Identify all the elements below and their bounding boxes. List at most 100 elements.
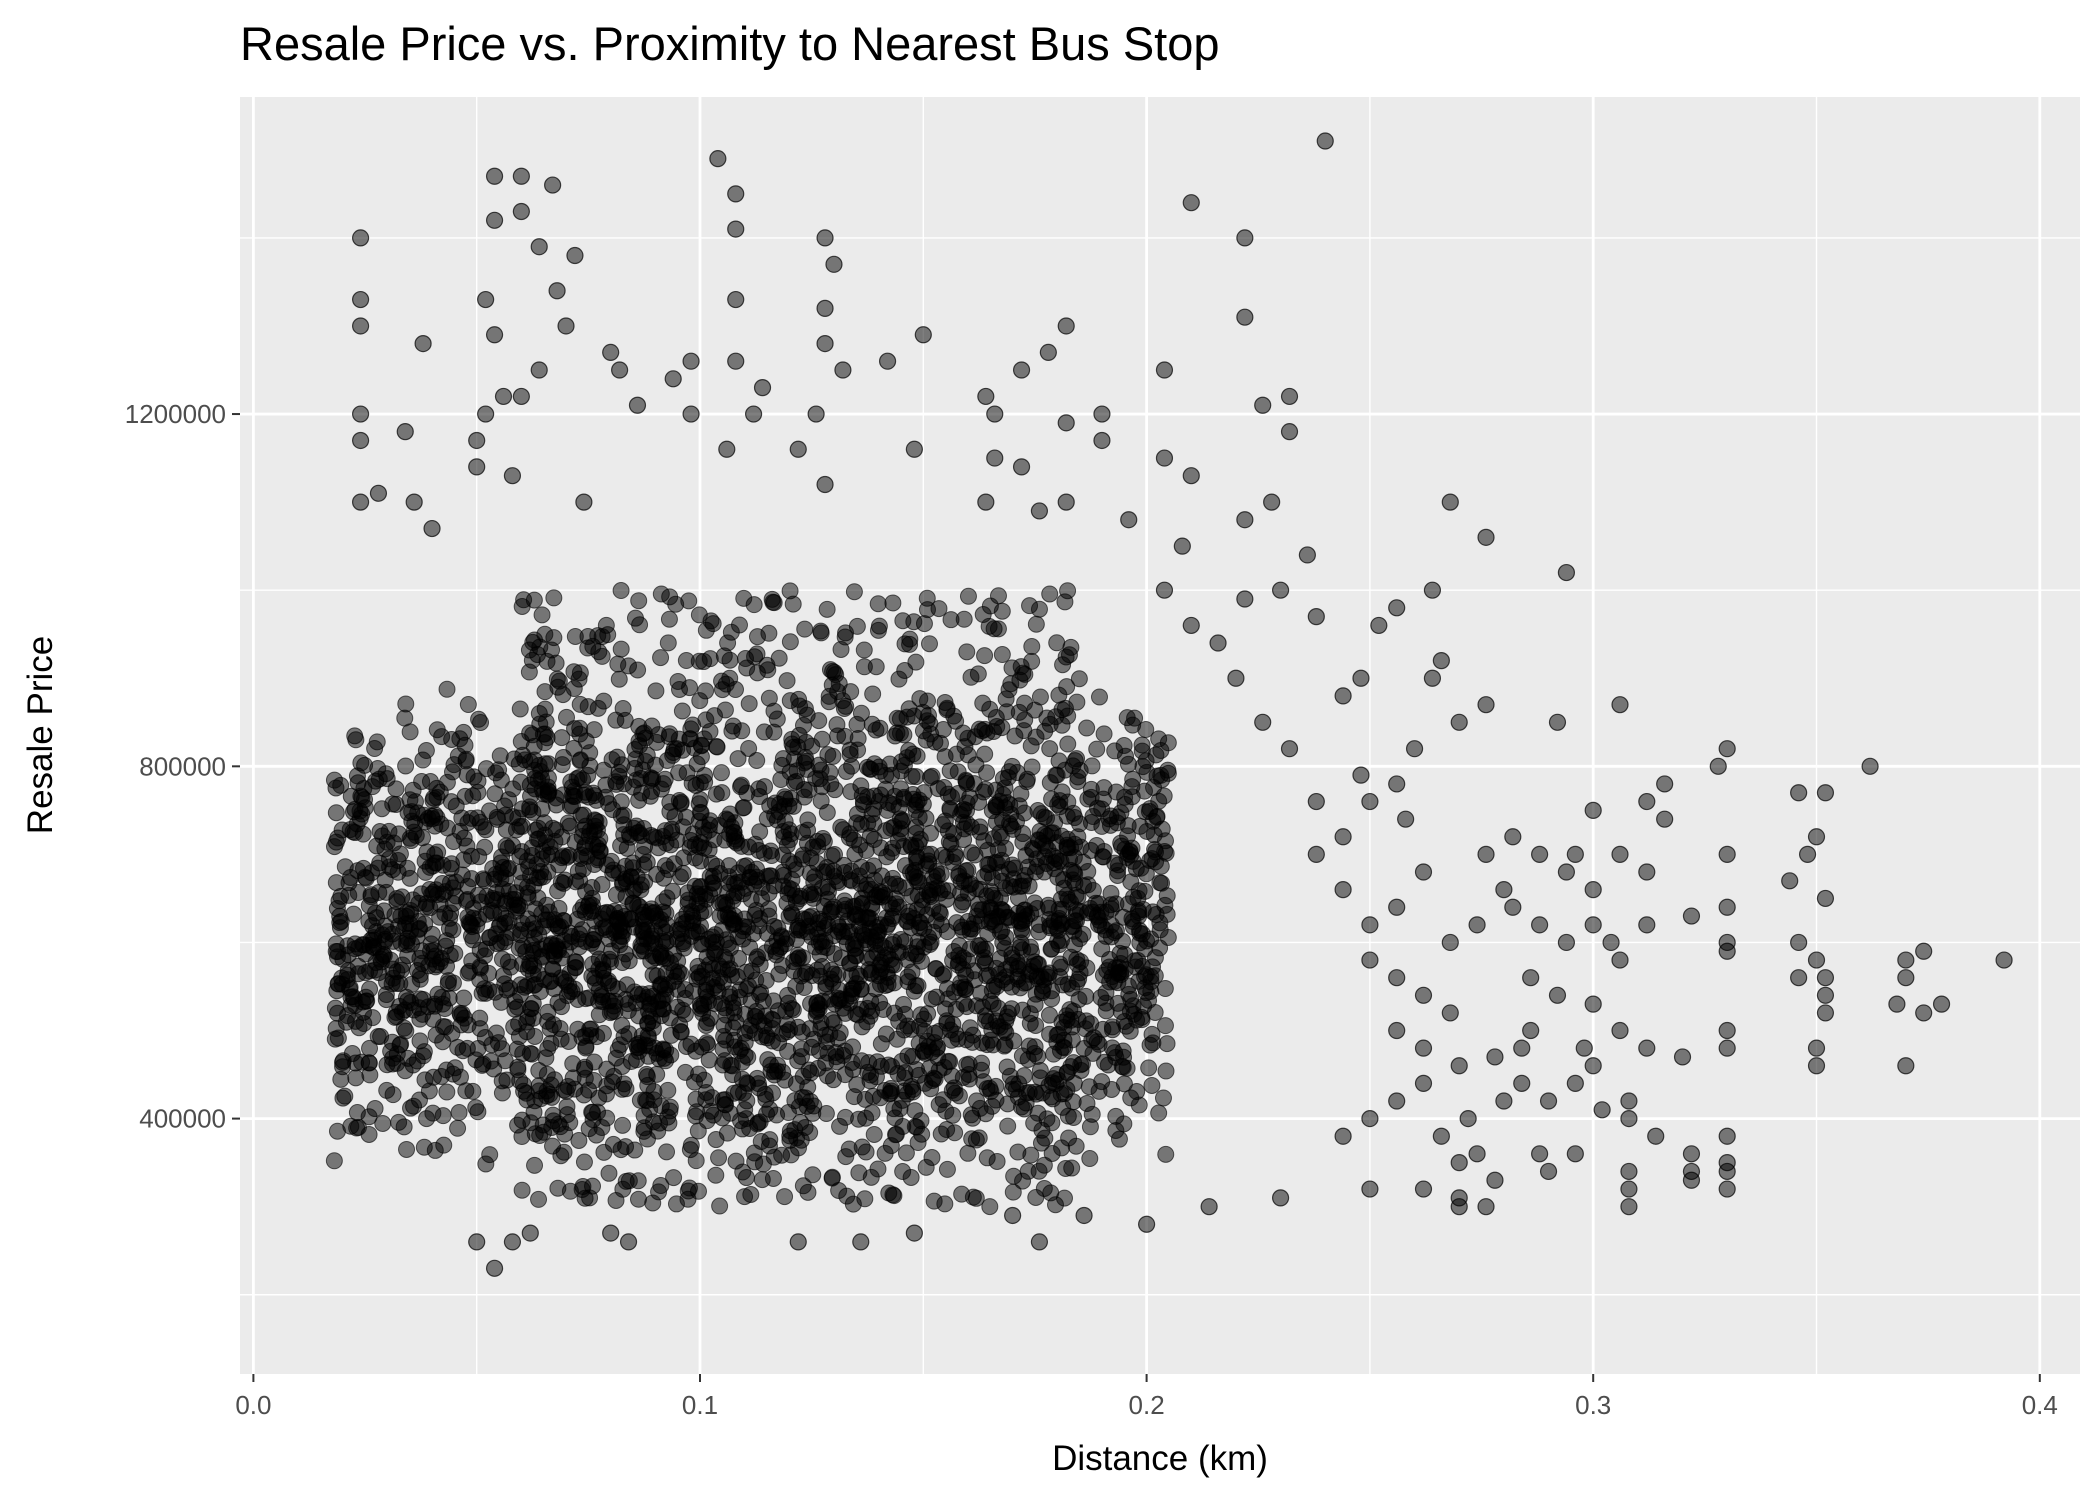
dense-point-cloud — [325, 582, 1177, 1216]
scatter-point — [423, 810, 441, 828]
scatter-point — [687, 1152, 705, 1170]
scatter-point — [708, 737, 726, 755]
scatter-point — [1122, 846, 1140, 864]
scatter-point — [477, 1155, 495, 1173]
scatter-point — [1611, 1021, 1629, 1040]
scatter-point — [333, 1053, 351, 1071]
scatter-point — [773, 756, 791, 774]
scatter-point — [730, 616, 748, 634]
scatter-point — [617, 1138, 635, 1156]
scatter-point — [1103, 1018, 1121, 1036]
scatter-point — [975, 1073, 993, 1091]
scatter-point — [351, 290, 370, 309]
scatter-point — [1807, 1039, 1826, 1057]
scatter-point — [884, 795, 902, 813]
scatter-point — [1053, 716, 1071, 734]
scatter-point — [646, 1039, 664, 1057]
scatter-point — [896, 635, 914, 653]
scatter-point — [998, 1058, 1016, 1076]
scatter-point — [955, 831, 973, 849]
scatter-point — [348, 815, 366, 833]
scatter-point — [861, 909, 879, 927]
scatter-point — [552, 873, 570, 891]
scatter-point — [789, 440, 807, 458]
scatter-point — [1254, 713, 1272, 731]
scatter-point — [1058, 1080, 1076, 1098]
scatter-point — [1003, 1000, 1021, 1018]
scatter-point — [1046, 1196, 1064, 1214]
scatter-point — [1059, 582, 1077, 600]
scatter-point — [830, 981, 848, 999]
scatter-point — [822, 775, 840, 793]
scatter-point — [1159, 764, 1177, 782]
scatter-point — [1236, 511, 1254, 529]
scatter-point — [512, 387, 530, 406]
scatter-point — [1150, 730, 1168, 748]
scatter-point — [829, 923, 847, 941]
scatter-point — [807, 405, 825, 423]
scatter-point — [938, 1121, 956, 1139]
scatter-point — [719, 634, 737, 652]
scatter-point — [781, 633, 799, 651]
scatter-point — [472, 714, 490, 732]
scatter-point — [607, 773, 625, 791]
scatter-point — [1361, 792, 1379, 811]
scatter-point — [1352, 766, 1370, 784]
scatter-point — [533, 606, 551, 624]
scatter-point — [374, 1114, 392, 1132]
scatter-point — [991, 949, 1009, 967]
scatter-point — [857, 1109, 875, 1127]
scatter-point — [790, 690, 808, 708]
scatter-point — [1049, 932, 1067, 950]
scatter-point — [544, 176, 562, 194]
scatter-point — [1026, 953, 1044, 971]
scatter-point — [581, 1020, 599, 1038]
scatter-point — [646, 935, 664, 953]
scatter-point — [716, 701, 734, 719]
scatter-point — [843, 872, 861, 890]
scatter-point — [756, 778, 774, 796]
scatter-point — [557, 317, 575, 335]
scatter-point — [738, 1092, 756, 1110]
scatter-point — [413, 954, 431, 972]
scatter-point — [735, 858, 753, 876]
scatter-point — [803, 1038, 821, 1056]
scatter-point — [688, 885, 706, 903]
scatter-point — [989, 587, 1007, 605]
scatter-point — [1151, 921, 1169, 939]
scatter-point — [855, 641, 873, 659]
scatter-point — [1000, 763, 1018, 781]
scatter-point — [584, 902, 602, 920]
scatter-point — [772, 771, 790, 789]
scatter-point — [824, 1071, 842, 1089]
scatter-point — [659, 634, 677, 652]
scatter-point — [627, 994, 645, 1012]
scatter-point — [547, 796, 565, 814]
scatter-point — [744, 405, 763, 423]
scatter-point — [1673, 1048, 1692, 1066]
scatter-point — [1405, 740, 1424, 758]
scatter-point — [1057, 414, 1075, 432]
scatter-point — [351, 493, 370, 511]
scatter-point — [1050, 752, 1068, 770]
scatter-point — [1115, 1075, 1133, 1093]
scatter-point — [775, 828, 793, 846]
scatter-point — [1173, 537, 1191, 555]
scatter-point — [368, 733, 386, 751]
scatter-point — [682, 352, 700, 370]
scatter-point — [892, 931, 910, 949]
scatter-point — [870, 617, 888, 635]
scatter-point — [457, 1082, 475, 1100]
scatter-point — [369, 859, 387, 877]
scatter-point — [735, 910, 753, 928]
scatter-point — [729, 750, 747, 768]
scatter-point — [810, 712, 828, 730]
x-tick-label: 0.0 — [235, 1390, 271, 1420]
scatter-point — [331, 914, 349, 932]
scatter-point — [1718, 942, 1736, 960]
scatter-point — [974, 605, 992, 623]
scatter-point — [1126, 709, 1144, 727]
scatter-point — [626, 609, 644, 627]
scatter-point — [1031, 688, 1049, 706]
scatter-point — [987, 708, 1005, 726]
